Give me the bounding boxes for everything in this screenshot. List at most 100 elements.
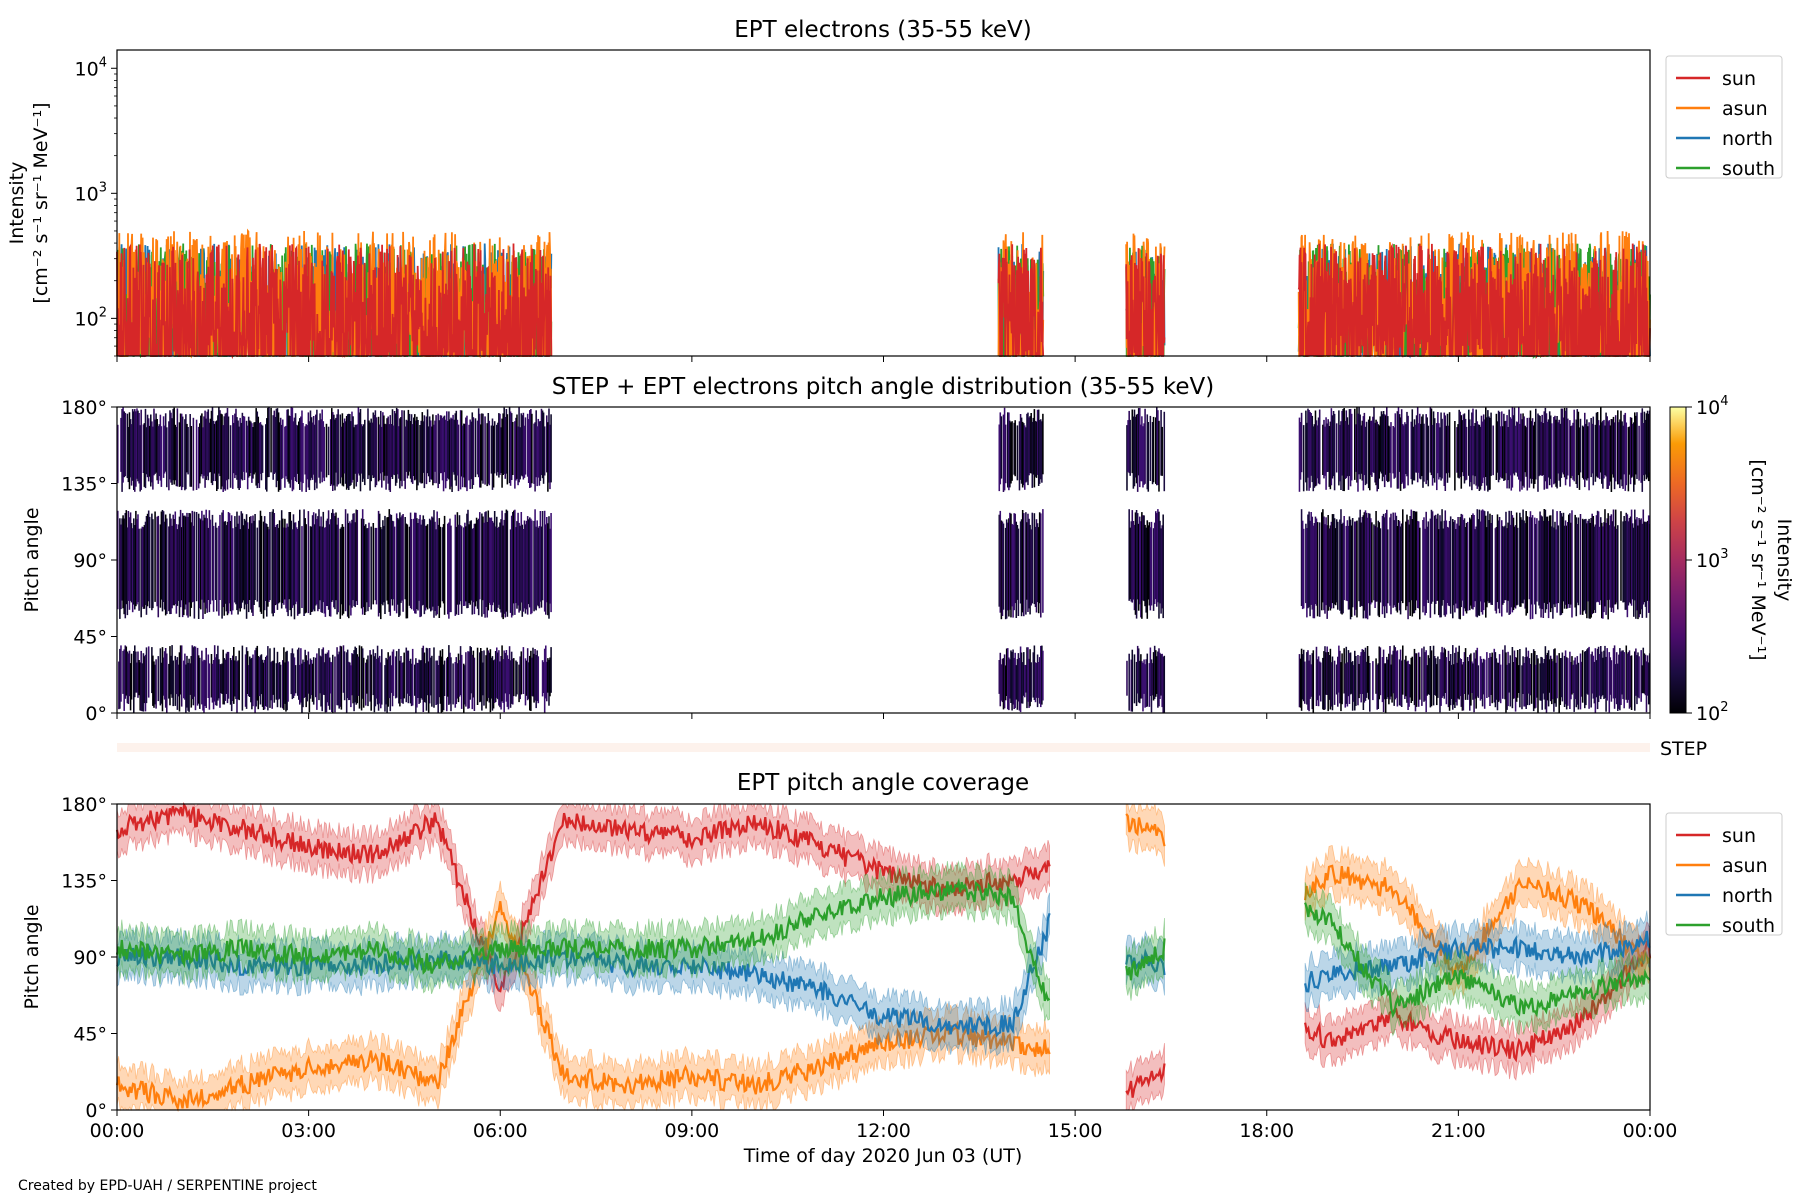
heatmap-cell: [404, 517, 406, 600]
heatmap-cell: [123, 411, 125, 478]
heatmap-cell: [1433, 418, 1436, 483]
heatmap-cell: [1038, 512, 1041, 604]
heatmap-cell: [432, 414, 434, 486]
heatmap-cell: [217, 415, 219, 490]
heatmap-cell: [1558, 653, 1560, 713]
heatmap-cell: [1156, 513, 1158, 607]
heatmap-cell: [470, 421, 472, 480]
heatmap-cell: [186, 512, 188, 616]
heatmap-cell: [145, 647, 148, 704]
heatmap-cell: [200, 415, 202, 477]
heatmap-cell: [1137, 408, 1140, 476]
heatmap-cell: [348, 413, 350, 490]
heatmap-cell: [1379, 647, 1382, 696]
heatmap-cell: [1515, 512, 1518, 606]
heatmap-cell: [516, 521, 518, 609]
heatmap-cell: [331, 512, 333, 602]
heatmap-cell: [135, 510, 137, 607]
heatmap-cell: [527, 419, 530, 483]
pad-x-ticks: [116, 713, 1651, 719]
heatmap-cell: [502, 525, 504, 620]
heatmap-cell: [311, 663, 314, 702]
heatmap-cell: [1571, 510, 1573, 618]
heatmap-cell: [505, 650, 508, 702]
heatmap-cell: [1602, 420, 1604, 489]
heatmap-cell: [1128, 653, 1130, 711]
heatmap-cell: [1332, 514, 1335, 609]
heatmap-cell: [1343, 408, 1345, 492]
heatmap-cell: [454, 662, 457, 708]
heatmap-cell: [1501, 411, 1503, 479]
heatmap-cell: [1155, 417, 1157, 484]
heatmap-cell: [1163, 411, 1166, 492]
heatmap-cell: [201, 650, 203, 705]
heatmap-cell: [180, 645, 183, 707]
heatmap-cell: [178, 516, 181, 618]
heatmap-cell: [533, 653, 535, 703]
heatmap-cell: [1477, 424, 1480, 487]
heatmap-cell: [307, 511, 310, 614]
intensity-y-label-line1: Intensity: [6, 162, 28, 245]
heatmap-cell: [1325, 652, 1327, 695]
heatmap-cell: [1542, 663, 1545, 694]
heatmap-cell: [1374, 422, 1376, 483]
heatmap-cell: [245, 647, 248, 709]
heatmap-cell: [1617, 663, 1619, 711]
heatmap-cell: [1139, 660, 1141, 704]
heatmap-cell: [496, 516, 498, 612]
series-asun-line: [1304, 864, 1652, 980]
heatmap-cell: [498, 650, 500, 706]
heatmap-cell: [366, 659, 368, 694]
heatmap-cell: [1578, 427, 1581, 490]
heatmap-cell: [1614, 664, 1617, 699]
heatmap-cell: [277, 663, 280, 700]
heatmap-cell: [1438, 529, 1440, 616]
series-asun-line: [1125, 813, 1166, 847]
heatmap-cell: [388, 509, 391, 612]
heatmap-cell: [257, 656, 260, 710]
heatmap-cell: [1415, 415, 1418, 473]
heatmap-cell: [1472, 513, 1474, 610]
heatmap-cell: [130, 523, 133, 603]
heatmap-cell: [383, 415, 385, 481]
legend-label-north: north: [1722, 128, 1773, 150]
heatmap-cell: [1443, 412, 1446, 486]
heatmap-cell: [1016, 425, 1019, 481]
heatmap-cell: [1619, 648, 1621, 711]
heatmap-cell: [1482, 510, 1485, 611]
heatmap-cell: [1628, 518, 1631, 603]
heatmap-cell: [1393, 645, 1395, 706]
heatmap-cell: [1617, 525, 1619, 610]
heatmap-cell: [1597, 646, 1600, 702]
heatmap-cell: [117, 424, 119, 484]
heatmap-cell: [1359, 509, 1361, 607]
heatmap-cell: [240, 422, 243, 480]
heatmap-cell: [142, 424, 145, 473]
heatmap-cell: [1300, 412, 1303, 473]
heatmap-cell: [1448, 661, 1451, 711]
heatmap-cell: [364, 419, 366, 486]
heatmap-cell: [1635, 648, 1637, 696]
heatmap-cell: [1543, 411, 1546, 490]
heatmap-cell: [1442, 652, 1444, 697]
heatmap-cell: [504, 652, 507, 694]
heatmap-cell: [1640, 650, 1642, 702]
heatmap-cell: [428, 648, 431, 704]
heatmap-cell: [1041, 645, 1043, 705]
heatmap-cell: [1481, 421, 1484, 484]
heatmap-cell: [218, 525, 220, 616]
heatmap-cell: [1490, 412, 1492, 476]
heatmap-cell: [310, 526, 313, 612]
heatmap-cell: [1509, 655, 1512, 707]
heatmap-cell: [335, 512, 337, 601]
heatmap-cell: [1481, 509, 1484, 615]
heatmap-cell: [1317, 417, 1320, 484]
heatmap-cell: [1140, 521, 1142, 618]
heatmap-cell: [1440, 652, 1442, 706]
heatmap-cell: [483, 650, 485, 706]
heatmap-cell: [348, 661, 350, 701]
heatmap-cell: [1561, 652, 1564, 702]
heatmap-cell: [342, 645, 345, 693]
heatmap-cell: [542, 662, 545, 693]
heatmap-cell: [443, 660, 446, 696]
